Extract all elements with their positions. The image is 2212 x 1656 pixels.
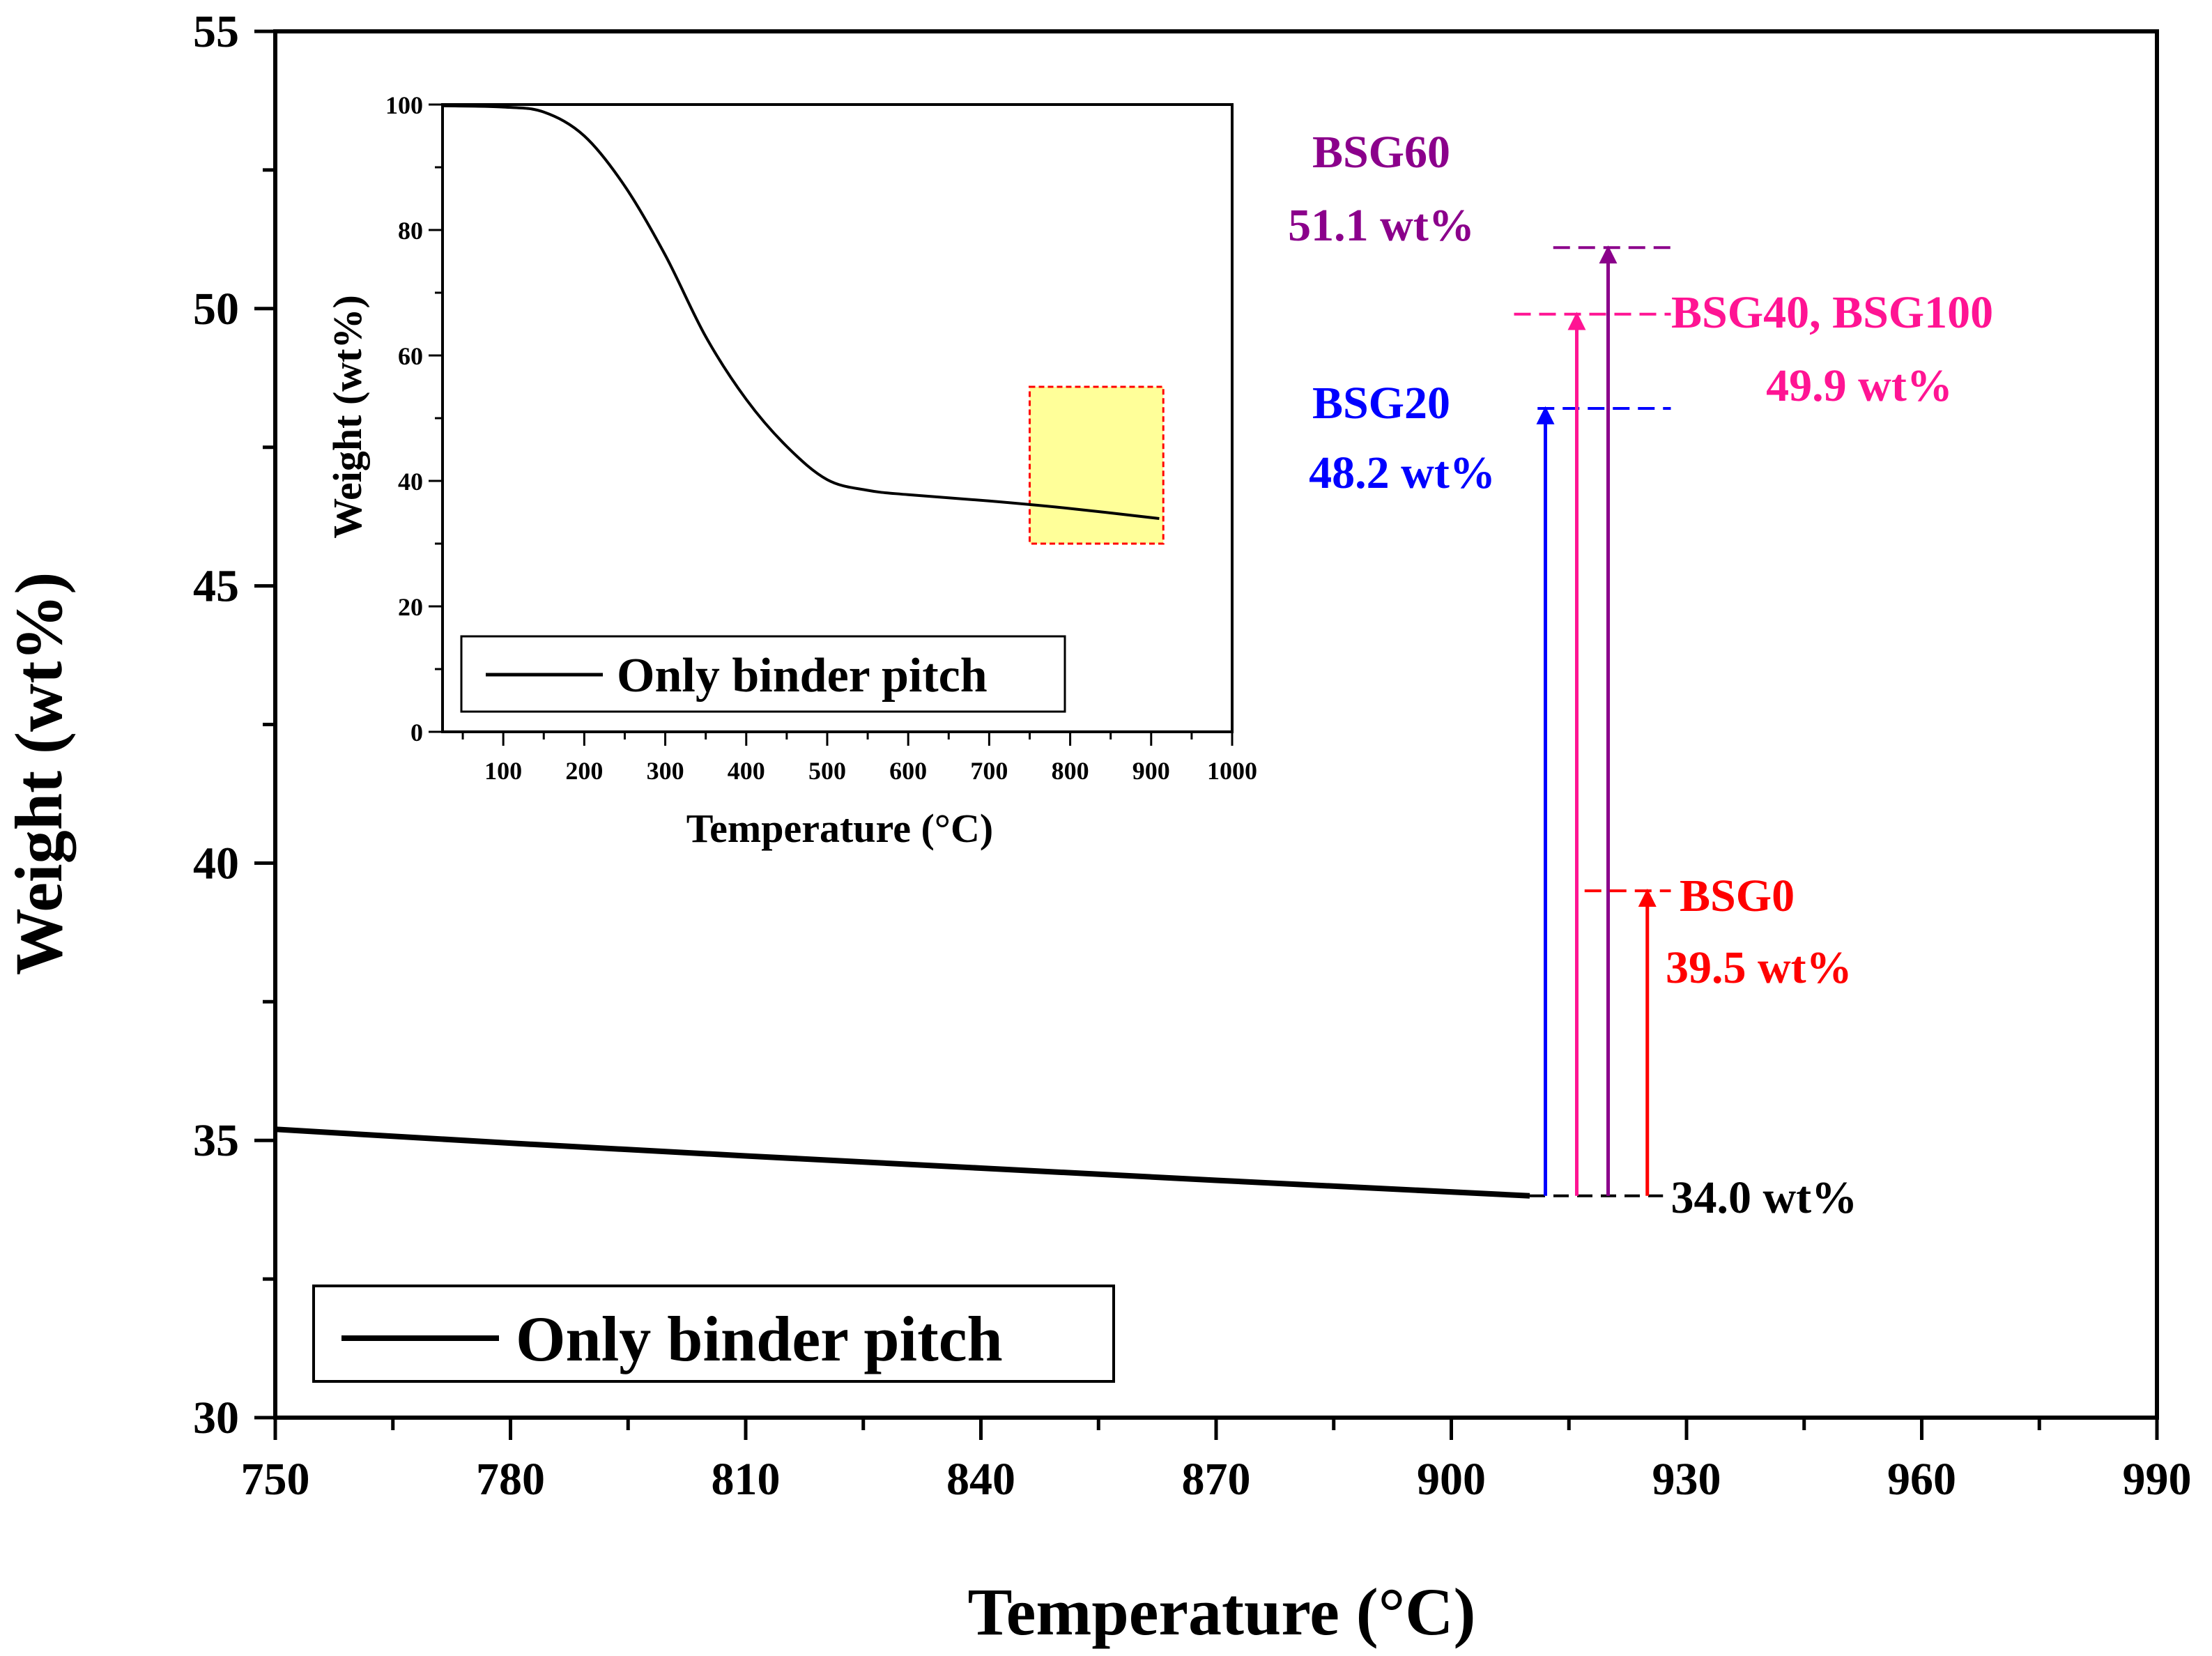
bsg0-value: 39.5 wt% [1666, 942, 1852, 993]
main-series-layer [275, 1126, 1530, 1199]
main-x-axis-title: Temperature (°C) [968, 1574, 1476, 1649]
inset-plot-frame [441, 103, 1234, 733]
main-x-tick-label: 870 [1182, 1454, 1251, 1505]
bsg20-value: 48.2 wt% [1309, 447, 1496, 498]
bsg60-name: BSG60 [1312, 127, 1450, 178]
main-y-tick-labels: 30 35 40 45 50 55 [193, 6, 239, 1443]
inset-legend: Only binder pitch [460, 635, 1066, 713]
main-y-tick-label: 35 [193, 1115, 239, 1166]
inset-x-tick-label: 400 [728, 757, 765, 785]
main-y-tick-label: 55 [193, 6, 239, 57]
inset-y-tick-label: 100 [385, 91, 423, 119]
inset-y-tick-label: 40 [398, 468, 423, 496]
main-x-tick-label: 900 [1417, 1454, 1486, 1505]
main-plot-frame [273, 29, 2159, 1420]
inset-x-tick-label: 100 [484, 757, 522, 785]
inset-x-tick-label: 200 [565, 757, 603, 785]
main-x-tick-label: 930 [1652, 1454, 1721, 1505]
bsg20-name: BSG20 [1312, 378, 1450, 429]
main-annotations: 34.0 wt% BSG60 51.1 wt% BSG40, BSG100 49.9 w… [1288, 127, 1993, 1223]
main-x-tick-labels: 750 780 810 840 870 900 930 960 990 [241, 1454, 2192, 1505]
inset-x-tick-label: 700 [970, 757, 1008, 785]
baseline-value: 34.0 wt% [1671, 1172, 1858, 1223]
main-x-tick-label: 990 [2123, 1454, 2192, 1505]
inset-plot: 100 200 300 400 500 600 700 800 900 1000 0 20 40 60 8… [325, 91, 1257, 851]
inset-legend-label: Only binder pitch [617, 649, 988, 703]
main-y-tick-label: 45 [193, 561, 239, 612]
inset-x-tick-label: 300 [647, 757, 684, 785]
inset-x-tick-label: 900 [1132, 757, 1170, 785]
main-x-tick-label: 960 [1887, 1454, 1956, 1505]
inset-x-tick-label: 600 [889, 757, 927, 785]
main-x-tick-label: 780 [476, 1454, 545, 1505]
inset-x-tick-labels: 100 200 300 400 500 600 700 800 900 1000 [484, 757, 1257, 785]
inset-highlight-region [1028, 385, 1165, 545]
inset-y-axis-title: Weight (wt%) [325, 295, 370, 539]
inset-y-tick-label: 20 [398, 593, 423, 621]
main-y-tick-label: 50 [193, 284, 239, 335]
main-y-tick-label: 40 [193, 838, 239, 889]
main-x-tick-label: 840 [946, 1454, 1015, 1505]
bsg60-value: 51.1 wt% [1288, 200, 1475, 251]
inset-y-tick-label: 60 [398, 342, 423, 370]
inset-y-tick-label: 0 [410, 719, 423, 746]
inset-x-tick-label: 1000 [1207, 757, 1257, 785]
inset-x-axis-title: Temperature (°C) [686, 806, 993, 851]
inset-x-tick-label: 800 [1052, 757, 1089, 785]
bsg40-value: 49.9 wt% [1766, 360, 1953, 411]
main-y-tick-label: 30 [193, 1393, 239, 1443]
main-legend-label: Only binder pitch [516, 1303, 1003, 1374]
main-x-tick-label: 750 [241, 1454, 310, 1505]
bsg40-name: BSG40, BSG100 [1671, 287, 1993, 338]
main-legend: Only binder pitch [312, 1285, 1115, 1383]
main-series-line [275, 1126, 1530, 1199]
inset-y-tick-label: 80 [398, 217, 423, 245]
inset-y-tick-labels: 0 20 40 60 80 100 [385, 91, 423, 746]
inset-x-tick-label: 500 [808, 757, 846, 785]
bsg0-name: BSG0 [1680, 871, 1795, 921]
inset-series-layer [442, 104, 1160, 520]
main-y-axis-title: Weight (wt%) [1, 572, 76, 976]
main-plot: 34.0 wt% BSG60 51.1 wt% BSG40, BSG100 49.9 w… [1, 6, 2192, 1649]
main-x-tick-label: 810 [712, 1454, 781, 1505]
main-legend-box [312, 1285, 1115, 1383]
inset-series-line [442, 104, 1160, 520]
